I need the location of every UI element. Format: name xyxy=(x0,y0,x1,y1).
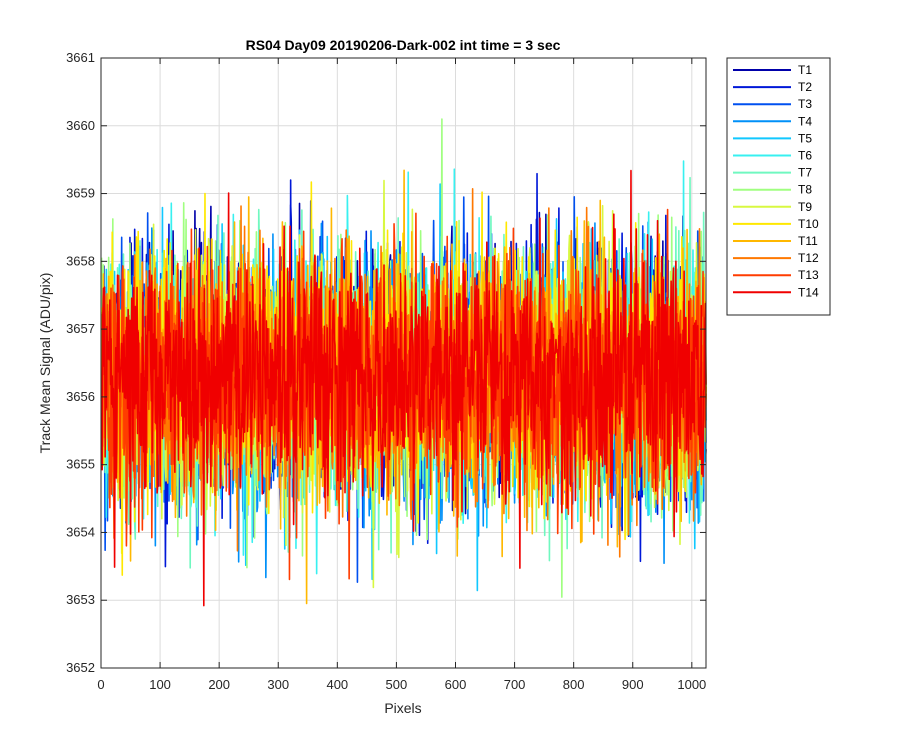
y-tick-label: 3652 xyxy=(66,660,95,675)
x-tick-label: 1000 xyxy=(677,677,706,692)
chart-title: RS04 Day09 20190206-Dark-002 int time = … xyxy=(246,37,561,53)
legend-entry-t8[interactable]: T8 xyxy=(798,183,812,197)
legend-entry-t7[interactable]: T7 xyxy=(798,166,812,180)
legend-entry-t3[interactable]: T3 xyxy=(798,97,812,111)
y-tick-label: 3655 xyxy=(66,457,95,472)
legend-entry-t9[interactable]: T9 xyxy=(798,200,812,214)
y-tick-label: 3653 xyxy=(66,592,95,607)
y-tick-label: 3660 xyxy=(66,118,95,133)
plot-frame xyxy=(100,57,707,669)
legend-entry-t14[interactable]: T14 xyxy=(798,285,819,299)
x-tick-label: 700 xyxy=(504,677,526,692)
legend-entry-t4[interactable]: T4 xyxy=(798,114,812,128)
y-tick-label: 3656 xyxy=(66,389,95,404)
x-tick-label: 100 xyxy=(149,677,171,692)
x-tick-label: 800 xyxy=(563,677,585,692)
tick-labels: 0 100 200 300 400 500 600 700 800 900 1000 3652 3653… xyxy=(66,50,706,692)
legend-box xyxy=(726,57,831,316)
legend-entry-t6[interactable]: T6 xyxy=(798,149,812,163)
legend-entry-t11[interactable]: T11 xyxy=(798,234,818,248)
x-tick-label: 200 xyxy=(208,677,230,692)
legend[interactable]: T1 T2 T3 T4 T5 T6 T7 T8 T9 T10 T11 T12 T13 T14 xyxy=(726,57,831,316)
y-tick-label: 3658 xyxy=(66,253,95,268)
y-tick-label: 3661 xyxy=(66,50,95,65)
legend-entry-t2[interactable]: T2 xyxy=(798,80,812,94)
y-tick-label: 3659 xyxy=(66,186,95,201)
legend-entry-t10[interactable]: T10 xyxy=(798,217,819,231)
x-tick-label: 500 xyxy=(386,677,408,692)
legend-entry-t13[interactable]: T13 xyxy=(798,268,819,282)
x-tick-label: 600 xyxy=(445,677,467,692)
x-axis-label: Pixels xyxy=(384,700,421,716)
y-tick-label: 3657 xyxy=(66,321,95,336)
x-tick-label: 300 xyxy=(267,677,289,692)
y-axis-label: Track Mean Signal (ADU/pix) xyxy=(37,273,53,454)
x-tick-label: 400 xyxy=(326,677,348,692)
axis-ticks xyxy=(100,57,706,669)
x-tick-label: 900 xyxy=(622,677,644,692)
legend-entry-t5[interactable]: T5 xyxy=(798,131,812,145)
series-layer xyxy=(100,118,707,607)
x-tick-label: 0 xyxy=(97,677,104,692)
series-line-t14 xyxy=(100,169,707,607)
y-tick-label: 3654 xyxy=(66,524,95,539)
legend-entry-t1[interactable]: T1 xyxy=(798,63,812,77)
legend-entry-t12[interactable]: T12 xyxy=(798,251,819,265)
